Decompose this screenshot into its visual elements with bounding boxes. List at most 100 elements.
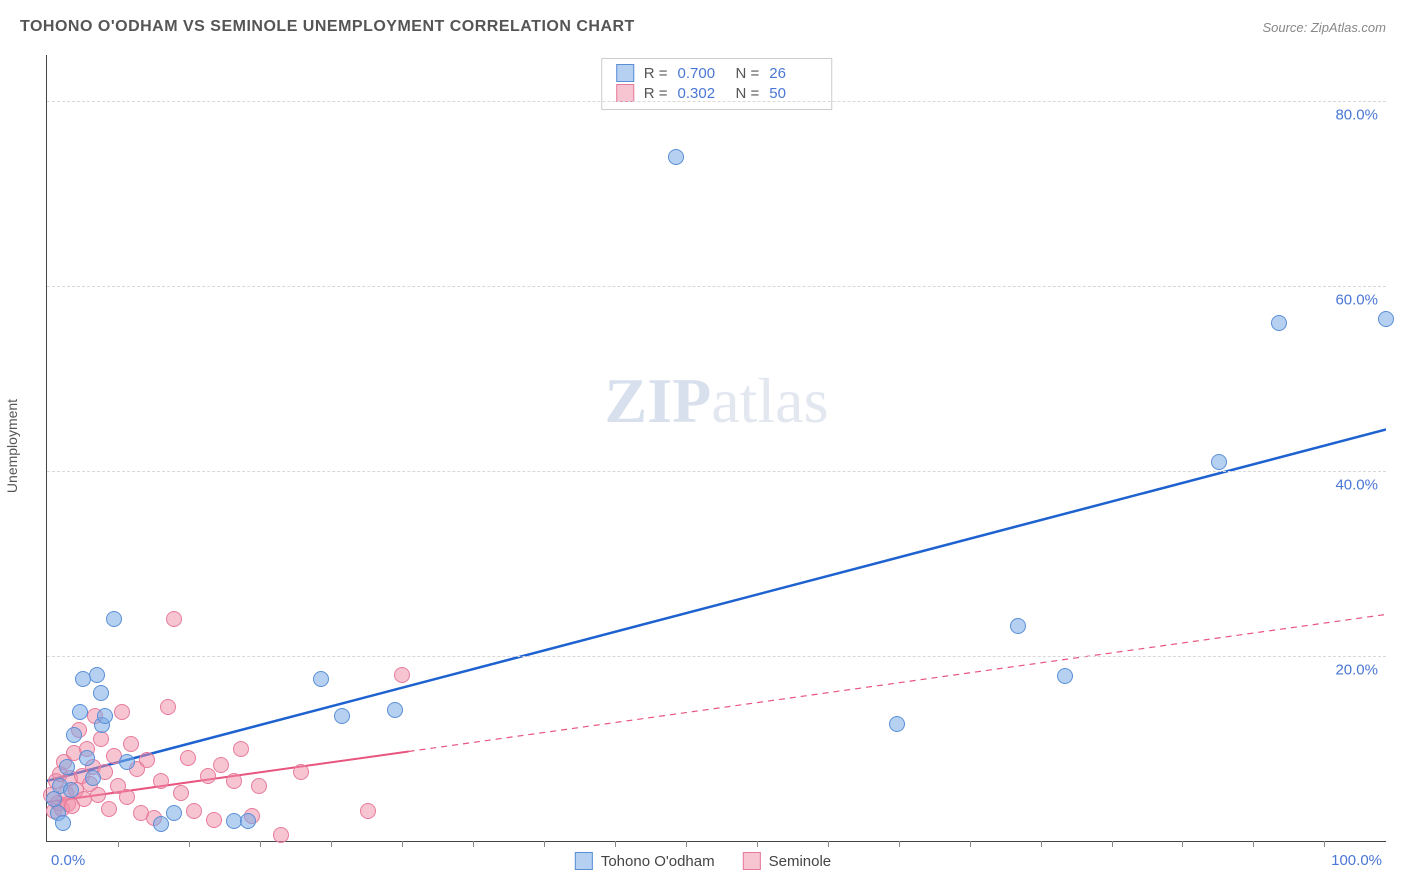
x-tick-mark: [260, 841, 261, 847]
x-tick-mark: [118, 841, 119, 847]
swatch-pink-icon: [743, 852, 761, 870]
watermark: ZIPatlas: [605, 364, 829, 438]
data-point: [226, 773, 242, 789]
data-point: [153, 816, 169, 832]
n-label: N =: [736, 85, 760, 102]
swatch-blue-icon: [575, 852, 593, 870]
x-axis-min-label: 0.0%: [51, 852, 85, 869]
gridline: [47, 101, 1386, 102]
legend-label-tohono: Tohono O'odham: [601, 853, 715, 870]
data-point: [166, 611, 182, 627]
stats-row-seminole: R = 0.302 N = 50: [616, 83, 818, 103]
data-point: [101, 801, 117, 817]
data-point: [186, 803, 202, 819]
data-point: [213, 757, 229, 773]
data-point: [360, 803, 376, 819]
x-tick-mark: [1182, 841, 1183, 847]
y-axis-label: Unemployment: [4, 399, 20, 493]
data-point: [1211, 454, 1227, 470]
x-tick-mark: [828, 841, 829, 847]
data-point: [313, 671, 329, 687]
data-point: [79, 750, 95, 766]
x-tick-mark: [1253, 841, 1254, 847]
n-value-seminole: 50: [769, 85, 817, 102]
data-point: [206, 812, 222, 828]
scatter-chart: ZIPatlas R = 0.700 N = 26 R = 0.302 N = …: [46, 55, 1386, 842]
data-point: [1271, 315, 1287, 331]
data-point: [93, 685, 109, 701]
n-label: N =: [736, 65, 760, 82]
r-value-tohono: 0.700: [678, 65, 726, 82]
data-point: [394, 667, 410, 683]
data-point: [119, 754, 135, 770]
data-point: [90, 787, 106, 803]
data-point: [139, 752, 155, 768]
y-tick-label: 80.0%: [1335, 107, 1378, 124]
x-tick-mark: [1041, 841, 1042, 847]
y-tick-label: 20.0%: [1335, 662, 1378, 679]
data-point: [1378, 311, 1394, 327]
data-point: [160, 699, 176, 715]
swatch-pink-icon: [616, 84, 634, 102]
data-point: [106, 611, 122, 627]
x-tick-mark: [899, 841, 900, 847]
legend-item-tohono: Tohono O'odham: [575, 852, 715, 870]
data-point: [97, 708, 113, 724]
data-point: [387, 702, 403, 718]
chart-header: TOHONO O'ODHAM VS SEMINOLE UNEMPLOYMENT …: [20, 18, 1386, 36]
data-point: [233, 741, 249, 757]
stats-row-tohono: R = 0.700 N = 26: [616, 63, 818, 83]
gridline: [47, 656, 1386, 657]
x-tick-mark: [686, 841, 687, 847]
data-point: [1057, 668, 1073, 684]
x-tick-mark: [1112, 841, 1113, 847]
watermark-zip: ZIP: [605, 365, 712, 436]
data-point: [63, 782, 79, 798]
x-axis-max-label: 100.0%: [1331, 852, 1382, 869]
legend-label-seminole: Seminole: [769, 853, 832, 870]
data-point: [123, 736, 139, 752]
series-legend: Tohono O'odham Seminole: [575, 852, 831, 870]
data-point: [334, 708, 350, 724]
source-name: ZipAtlas.com: [1311, 20, 1386, 35]
data-point: [55, 815, 71, 831]
data-point: [153, 773, 169, 789]
data-point: [166, 805, 182, 821]
legend-item-seminole: Seminole: [743, 852, 832, 870]
data-point: [85, 770, 101, 786]
data-point: [251, 778, 267, 794]
y-tick-label: 60.0%: [1335, 292, 1378, 309]
x-tick-mark: [331, 841, 332, 847]
x-tick-mark: [189, 841, 190, 847]
x-tick-mark: [1324, 841, 1325, 847]
data-point: [180, 750, 196, 766]
data-point: [173, 785, 189, 801]
data-point: [114, 704, 130, 720]
gridline: [47, 471, 1386, 472]
data-point: [200, 768, 216, 784]
data-point: [273, 827, 289, 843]
source-prefix: Source:: [1262, 20, 1310, 35]
x-tick-mark: [615, 841, 616, 847]
swatch-blue-icon: [616, 64, 634, 82]
data-point: [240, 813, 256, 829]
r-value-seminole: 0.302: [678, 85, 726, 102]
data-point: [59, 759, 75, 775]
x-tick-mark: [473, 841, 474, 847]
x-tick-mark: [757, 841, 758, 847]
data-point: [1010, 618, 1026, 634]
data-point: [293, 764, 309, 780]
data-point: [119, 789, 135, 805]
y-tick-label: 40.0%: [1335, 477, 1378, 494]
gridline: [47, 286, 1386, 287]
trend-lines: [47, 55, 1386, 841]
data-point: [72, 704, 88, 720]
x-tick-mark: [970, 841, 971, 847]
r-label: R =: [644, 85, 668, 102]
source-attribution: Source: ZipAtlas.com: [1262, 20, 1386, 35]
data-point: [66, 727, 82, 743]
chart-title: TOHONO O'ODHAM VS SEMINOLE UNEMPLOYMENT …: [20, 18, 635, 36]
data-point: [89, 667, 105, 683]
r-label: R =: [644, 65, 668, 82]
x-tick-mark: [544, 841, 545, 847]
